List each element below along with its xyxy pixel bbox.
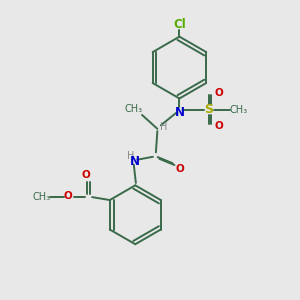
Text: CH₃: CH₃ [124, 104, 142, 114]
Text: CH₃: CH₃ [229, 105, 248, 115]
Text: Cl: Cl [173, 18, 186, 31]
Text: CH₃: CH₃ [32, 191, 50, 202]
Text: O: O [82, 170, 91, 180]
Text: O: O [215, 88, 224, 98]
Text: H: H [160, 122, 167, 132]
Text: O: O [175, 164, 184, 173]
Text: O: O [215, 121, 224, 131]
Text: H: H [127, 151, 134, 161]
Text: N: N [129, 155, 140, 168]
Text: N: N [174, 106, 184, 118]
Text: S: S [204, 103, 213, 116]
Text: O: O [64, 191, 72, 201]
